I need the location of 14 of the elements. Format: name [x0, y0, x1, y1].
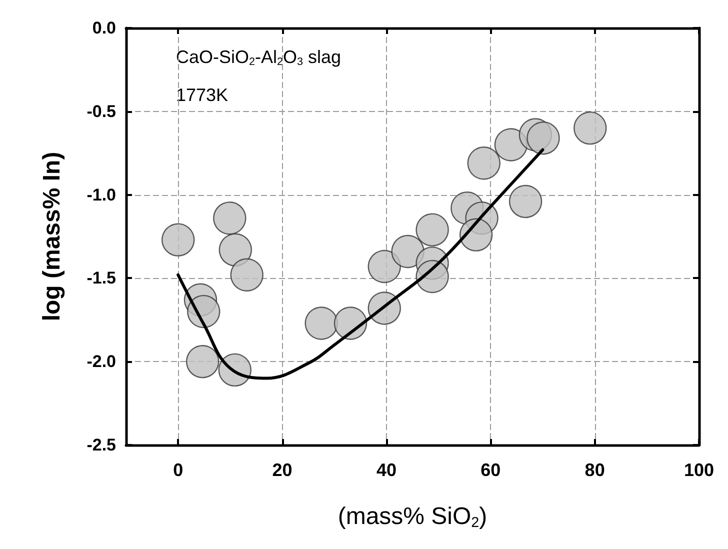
y-tick-label: -0.5: [86, 102, 116, 121]
y-tick-label: -2.5: [86, 436, 116, 454]
x-tick-label: 80: [584, 460, 605, 480]
y-tick-label: -1.0: [86, 185, 116, 204]
y-axis-title: log (mass% In): [38, 152, 66, 322]
x-tick-label: 40: [376, 460, 396, 480]
y-tick-label: 0.0: [92, 18, 116, 38]
x-tick-label: 20: [272, 460, 292, 480]
x-tick-label: 60: [480, 460, 501, 480]
y-tick-label: -2.0: [86, 352, 116, 372]
annotation: 1773K: [176, 85, 228, 105]
x-tick-label: 100: [684, 460, 714, 480]
y-tick-label: -1.5: [86, 268, 116, 288]
x-tick-label: 0: [173, 460, 184, 480]
